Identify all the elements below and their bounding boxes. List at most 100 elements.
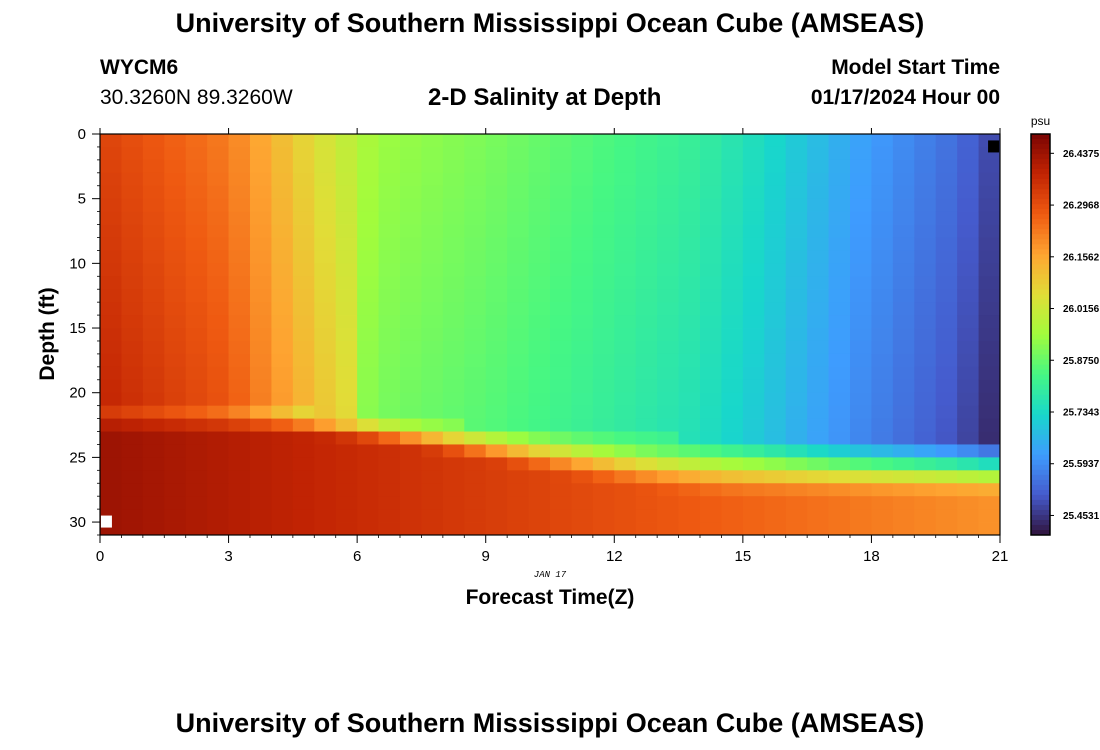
colorbar-segment — [1031, 484, 1050, 491]
heatmap-cell — [592, 457, 615, 471]
heatmap-cell — [678, 146, 701, 161]
heatmap-cell — [700, 340, 722, 355]
heatmap-cell — [871, 509, 894, 523]
colorbar-segment — [1031, 359, 1050, 366]
heatmap-cell — [335, 263, 358, 277]
x-tick-label: 12 — [606, 548, 623, 565]
heatmap-cell — [378, 185, 401, 200]
colorbar-segment — [1031, 464, 1050, 471]
heatmap-cell — [592, 276, 615, 290]
heatmap-cell — [592, 198, 615, 213]
heatmap-cell — [721, 276, 744, 290]
colorbar-segment — [1031, 494, 1050, 501]
heatmap-cell — [678, 418, 701, 432]
heatmap-cell — [142, 405, 165, 419]
heatmap-cell — [571, 340, 594, 355]
heatmap-cell — [142, 224, 165, 238]
heatmap-cell — [871, 146, 894, 161]
heatmap-cell — [164, 250, 187, 264]
heatmap-cell — [721, 509, 744, 523]
heatmap-cell — [292, 509, 315, 523]
heatmap-cell — [957, 509, 979, 523]
heatmap-cell — [142, 509, 165, 523]
heatmap-cell — [957, 250, 979, 264]
heatmap-cell — [935, 237, 958, 251]
chart-title: 2-D Salinity at Depth — [428, 84, 662, 111]
heatmap-cell — [228, 483, 251, 497]
heatmap-cell — [228, 237, 251, 251]
heatmap-cell — [978, 198, 1001, 213]
heatmap-cell — [121, 392, 144, 407]
date-label: JAN 17 — [534, 570, 567, 580]
heatmap-cell — [657, 457, 679, 471]
heatmap-cell — [978, 366, 1001, 381]
heatmap-cell — [785, 250, 808, 264]
heatmap-cell — [442, 172, 465, 187]
heatmap-cell — [335, 522, 358, 536]
heatmap-cell — [785, 496, 808, 510]
heatmap-cell — [635, 353, 658, 368]
colorbar-segment — [1031, 319, 1050, 325]
heatmap-cell — [978, 185, 1001, 200]
colorbar-segment — [1031, 264, 1050, 270]
heatmap-cell — [850, 340, 872, 355]
heatmap-cell — [378, 457, 401, 471]
heatmap-cell — [850, 146, 872, 161]
heatmap-cell — [678, 185, 701, 200]
heatmap-cell — [764, 444, 787, 458]
heatmap-cell — [571, 237, 594, 251]
heatmap-cell — [357, 457, 379, 471]
heatmap-cell — [357, 418, 379, 432]
heatmap-cell — [464, 522, 487, 536]
colorbar-segment — [1031, 174, 1050, 180]
heatmap-cell — [892, 289, 915, 303]
heatmap-cell — [571, 250, 594, 264]
heatmap-cell — [721, 224, 744, 238]
heatmap-cell — [850, 276, 872, 290]
heatmap-cell — [185, 328, 208, 342]
heatmap-cell — [935, 302, 958, 316]
heatmap-cell — [635, 237, 658, 251]
heatmap-cell — [142, 289, 165, 303]
heatmap-cell — [935, 289, 958, 303]
colorbar-segment — [1031, 524, 1050, 531]
heatmap-cell — [164, 302, 187, 316]
heatmap-cell — [314, 211, 337, 225]
heatmap-cell — [935, 509, 958, 523]
colorbar-segment — [1031, 244, 1050, 250]
heatmap-cell — [507, 444, 529, 458]
heatmap-cell — [592, 250, 615, 264]
heatmap-cell — [507, 250, 529, 264]
colorbar-segment — [1031, 214, 1050, 220]
heatmap-cell — [250, 431, 272, 445]
heatmap-cell — [142, 211, 165, 225]
heatmap-cell — [721, 237, 744, 251]
heatmap-cell — [314, 470, 337, 484]
heatmap-cell — [185, 185, 208, 200]
heatmap-cell — [957, 405, 979, 419]
heatmap-cell — [828, 483, 851, 497]
heatmap-cell — [678, 328, 701, 342]
heatmap-cell — [785, 392, 808, 407]
heatmap-cell — [357, 289, 379, 303]
heatmap-cell — [614, 198, 637, 213]
heatmap-cell — [250, 366, 272, 381]
heatmap-cell — [507, 146, 529, 161]
heatmap-cell — [850, 444, 872, 458]
heatmap-cell — [207, 224, 229, 238]
colorbar-segment — [1031, 204, 1050, 210]
heatmap-cell — [121, 431, 144, 445]
heatmap-cell — [635, 496, 658, 510]
heatmap-cell — [464, 263, 487, 277]
heatmap-cell — [528, 315, 551, 329]
heatmap-cell — [742, 224, 765, 238]
heatmap-cell — [978, 159, 1001, 174]
heatmap-cell — [250, 211, 272, 225]
heatmap-cell — [485, 353, 508, 368]
heatmap-cell — [400, 340, 422, 355]
heatmap-cell — [271, 263, 294, 277]
heatmap-cell — [292, 172, 315, 187]
heatmap-cell — [507, 302, 529, 316]
heatmap-cell — [271, 289, 294, 303]
heatmap-cell — [314, 340, 337, 355]
